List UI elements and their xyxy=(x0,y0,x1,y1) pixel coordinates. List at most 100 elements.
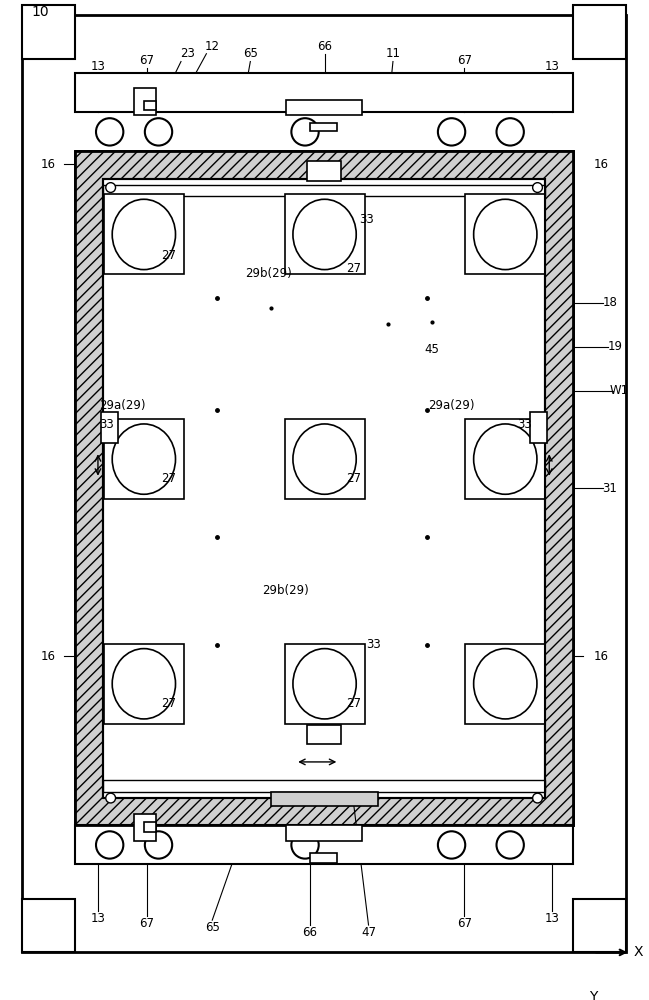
Bar xyxy=(284,419,365,499)
Circle shape xyxy=(533,793,543,803)
Text: 45: 45 xyxy=(424,343,439,356)
Bar xyxy=(75,151,103,825)
Bar xyxy=(22,5,75,59)
Circle shape xyxy=(533,183,543,192)
Bar xyxy=(572,899,626,952)
Text: 29b(29): 29b(29) xyxy=(245,267,292,280)
Text: 27: 27 xyxy=(161,249,176,262)
Bar xyxy=(103,780,545,792)
Bar xyxy=(465,644,545,724)
Ellipse shape xyxy=(474,199,537,270)
Text: 31: 31 xyxy=(602,482,617,495)
Bar xyxy=(530,412,547,443)
Bar xyxy=(284,644,365,724)
Text: 16: 16 xyxy=(594,158,609,171)
Text: 67: 67 xyxy=(457,54,472,67)
Ellipse shape xyxy=(293,199,356,270)
Bar xyxy=(286,100,361,115)
Text: 13: 13 xyxy=(545,60,559,73)
Text: 65: 65 xyxy=(243,47,258,60)
Text: 65: 65 xyxy=(205,921,219,934)
Bar xyxy=(103,179,545,798)
Circle shape xyxy=(291,831,319,859)
Bar xyxy=(307,161,341,181)
Circle shape xyxy=(438,118,465,146)
Bar xyxy=(134,88,156,115)
Circle shape xyxy=(496,831,524,859)
Text: 33: 33 xyxy=(366,638,381,651)
Text: 33: 33 xyxy=(99,418,114,431)
Bar xyxy=(271,792,378,806)
Text: 33: 33 xyxy=(517,418,532,431)
Bar xyxy=(75,825,572,864)
Text: 67: 67 xyxy=(140,917,154,930)
Bar xyxy=(75,798,572,825)
Bar xyxy=(75,151,572,179)
Bar xyxy=(103,185,545,196)
Text: 27: 27 xyxy=(161,472,176,485)
Bar xyxy=(104,419,184,499)
Circle shape xyxy=(291,118,319,146)
Bar xyxy=(572,5,626,59)
Bar xyxy=(75,151,572,825)
Circle shape xyxy=(438,831,465,859)
Circle shape xyxy=(96,831,123,859)
Text: 67: 67 xyxy=(140,54,154,67)
Text: 16: 16 xyxy=(41,650,56,663)
Text: 18: 18 xyxy=(602,296,617,309)
Circle shape xyxy=(496,118,524,146)
Bar xyxy=(134,814,156,841)
Text: 12: 12 xyxy=(204,40,220,53)
Text: 29a(29): 29a(29) xyxy=(99,399,145,412)
Bar xyxy=(144,822,156,832)
Ellipse shape xyxy=(474,649,537,719)
Bar xyxy=(545,151,572,825)
Ellipse shape xyxy=(293,424,356,494)
Circle shape xyxy=(106,183,116,192)
Bar xyxy=(284,194,365,274)
Bar xyxy=(465,419,545,499)
Circle shape xyxy=(106,793,116,803)
Text: 27: 27 xyxy=(347,262,361,275)
Bar xyxy=(75,151,572,825)
Bar xyxy=(465,194,545,274)
Ellipse shape xyxy=(112,424,175,494)
Circle shape xyxy=(145,831,172,859)
Text: Y: Y xyxy=(589,990,597,1000)
Ellipse shape xyxy=(112,649,175,719)
Text: 23: 23 xyxy=(180,47,195,60)
Text: 33: 33 xyxy=(359,213,374,226)
Text: 19: 19 xyxy=(607,340,622,353)
Text: 67: 67 xyxy=(457,917,472,930)
Text: 66: 66 xyxy=(317,40,332,53)
Ellipse shape xyxy=(474,424,537,494)
Bar xyxy=(307,725,341,744)
Bar xyxy=(101,412,119,443)
Text: 16: 16 xyxy=(594,650,609,663)
Bar xyxy=(103,179,545,798)
Ellipse shape xyxy=(293,649,356,719)
Ellipse shape xyxy=(112,199,175,270)
Bar xyxy=(144,101,156,110)
Bar xyxy=(22,899,75,952)
Text: 29a(29): 29a(29) xyxy=(428,399,475,412)
Text: 47: 47 xyxy=(361,926,376,939)
Circle shape xyxy=(145,118,172,146)
Text: 11: 11 xyxy=(386,47,400,60)
Text: X: X xyxy=(633,945,643,959)
Bar xyxy=(75,73,572,112)
Text: 66: 66 xyxy=(302,926,317,939)
Text: 10: 10 xyxy=(32,5,49,19)
Text: 27: 27 xyxy=(161,697,176,710)
Circle shape xyxy=(96,118,123,146)
Bar xyxy=(286,825,361,841)
Text: 27: 27 xyxy=(347,697,361,710)
Bar xyxy=(310,853,337,863)
Text: 16: 16 xyxy=(41,158,56,171)
Text: 27: 27 xyxy=(347,472,361,485)
Text: 29b(29): 29b(29) xyxy=(262,584,309,597)
Bar xyxy=(310,123,337,131)
Bar xyxy=(104,644,184,724)
Text: 13: 13 xyxy=(545,912,559,925)
Text: W1: W1 xyxy=(610,384,629,397)
